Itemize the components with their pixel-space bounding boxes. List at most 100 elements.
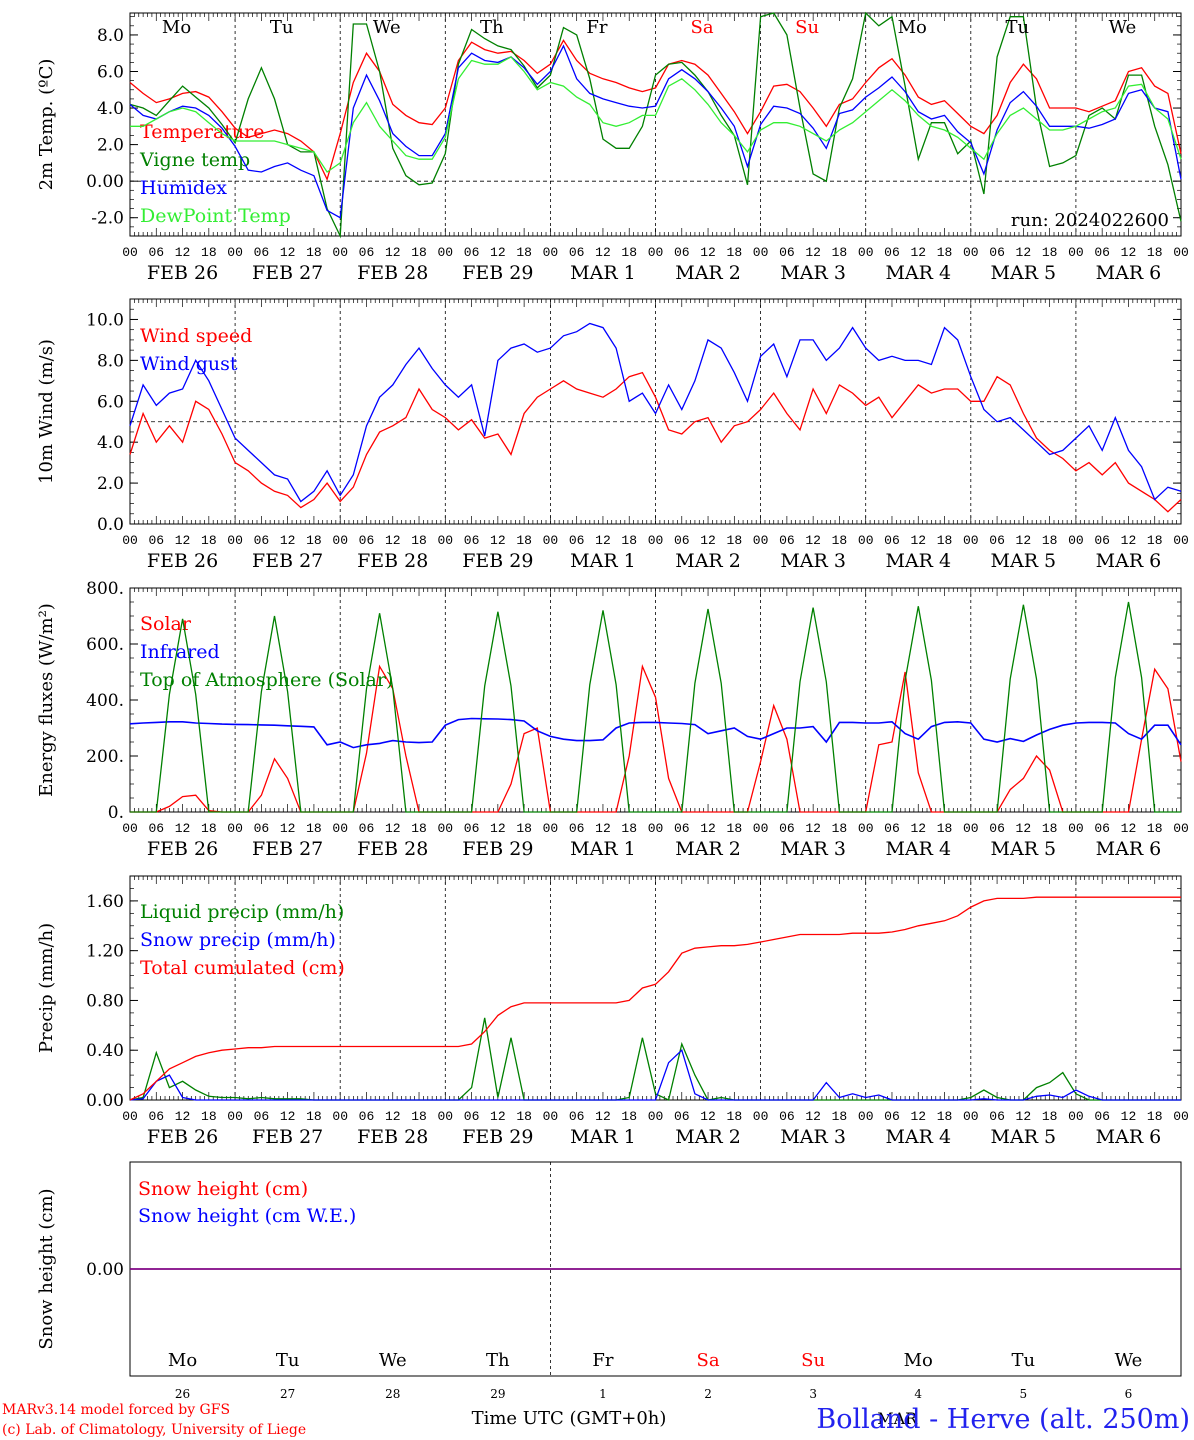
date-label: MAR 1	[570, 550, 636, 572]
hour-label: 00	[1068, 821, 1084, 836]
series-line	[130, 601, 1181, 813]
hour-label: 12	[1016, 533, 1032, 548]
date-label: MAR 6	[1096, 1126, 1162, 1148]
y-tick-label: 600.	[86, 635, 124, 655]
hour-label: 12	[490, 1109, 506, 1124]
date-label: MAR 5	[991, 1126, 1057, 1148]
series-line	[129, 11, 1182, 239]
hour-label: 00	[332, 821, 348, 836]
date-label: FEB 28	[357, 550, 428, 572]
hour-label: 06	[674, 245, 690, 260]
hour-label: 06	[148, 533, 164, 548]
hour-label: 18	[1147, 1109, 1163, 1124]
weekday-label: Mo	[162, 17, 191, 38]
hour-label: 12	[1121, 821, 1137, 836]
hour-label: 06	[884, 533, 900, 548]
y-tick-label: 0.0	[97, 515, 124, 535]
hour-label: 00	[332, 533, 348, 548]
legend-entry: Top of Atmosphere (Solar)	[140, 669, 393, 691]
hour-label: 18	[727, 533, 743, 548]
date-label: FEB 27	[252, 1126, 323, 1148]
date-label: MAR 5	[991, 550, 1057, 572]
hour-label: 18	[1147, 821, 1163, 836]
hour-label: 00	[858, 533, 874, 548]
hour-label: 18	[306, 821, 322, 836]
hour-label: 06	[779, 533, 795, 548]
date-label: FEB 29	[462, 1126, 533, 1148]
hour-label: 00	[227, 821, 243, 836]
hour-label: 18	[516, 821, 532, 836]
date-label: FEB 29	[462, 550, 533, 572]
day-number: 1	[599, 1387, 607, 1401]
hour-label: 06	[148, 1109, 164, 1124]
hour-label: 00	[963, 821, 979, 836]
day-number: 28	[385, 1387, 400, 1401]
hour-label: 06	[1094, 245, 1110, 260]
y-tick-label: 200.	[86, 747, 124, 767]
hour-label: 00	[753, 1109, 769, 1124]
hour-label: 06	[674, 533, 690, 548]
time-axis-label: Time UTC (GMT+0h)	[472, 1408, 667, 1429]
panel-5: 0.00 Snow height (cm) Snow height (cm) Snow…	[36, 1161, 1182, 1428]
hour-label: 06	[884, 821, 900, 836]
hour-label: 18	[832, 821, 848, 836]
hour-label: 00	[543, 821, 559, 836]
hour-label: 12	[595, 1109, 611, 1124]
hour-label: 12	[280, 245, 296, 260]
hour-label: 00	[648, 1109, 664, 1124]
hour-label: 06	[569, 1109, 585, 1124]
hour-label: 00	[648, 245, 664, 260]
weekday-label: We	[379, 1350, 407, 1371]
hour-label: 00	[332, 1109, 348, 1124]
hour-label: 06	[464, 1109, 480, 1124]
date-label: MAR 5	[991, 262, 1057, 284]
hour-label: 00	[858, 245, 874, 260]
hour-label: 12	[385, 1109, 401, 1124]
weekday-label: Fr	[592, 1350, 613, 1371]
date-label: FEB 29	[462, 838, 533, 860]
hour-label: 12	[490, 533, 506, 548]
weekday-label: We	[1115, 1350, 1143, 1371]
date-label: MAR 6	[1096, 262, 1162, 284]
hour-label: 18	[201, 821, 217, 836]
hour-label: 06	[884, 245, 900, 260]
hour-label: 12	[175, 821, 191, 836]
hour-label: 18	[516, 533, 532, 548]
hour-label: 18	[201, 1109, 217, 1124]
hour-label: 00	[963, 533, 979, 548]
hour-label: 12	[1121, 245, 1137, 260]
y-axis-label: Precip (mm/h)	[36, 923, 57, 1053]
day-number: 5	[1020, 1387, 1028, 1401]
hour-label: 00	[227, 1109, 243, 1124]
y-axis-label: Snow height (cm)	[36, 1188, 57, 1349]
hour-label: 06	[148, 245, 164, 260]
hour-label: 18	[832, 245, 848, 260]
hour-label: 18	[621, 245, 637, 260]
date-label: FEB 26	[147, 550, 218, 572]
day-number: 2	[704, 1387, 712, 1401]
hour-label: 06	[148, 821, 164, 836]
date-label: FEB 28	[357, 1126, 428, 1148]
date-label: MAR 5	[991, 838, 1057, 860]
hour-label: 18	[1147, 533, 1163, 548]
date-label: FEB 27	[252, 262, 323, 284]
hour-label: 12	[805, 1109, 821, 1124]
hour-label: 12	[805, 533, 821, 548]
y-tick-label: 6.0	[97, 62, 124, 82]
hour-label: 18	[306, 1109, 322, 1124]
hour-label: 06	[1094, 821, 1110, 836]
hour-label: 00	[543, 1109, 559, 1124]
hour-label: 18	[411, 245, 427, 260]
legend-entry: Solar	[140, 613, 192, 635]
hour-label: 18	[832, 533, 848, 548]
date-label: MAR 3	[780, 1126, 846, 1148]
weekday-label: Tu	[270, 17, 294, 38]
hour-label: 00	[543, 245, 559, 260]
hour-label: 12	[910, 245, 926, 260]
day-number: 26	[175, 1387, 190, 1401]
y-tick-label: 4.0	[97, 433, 124, 453]
day-number: 27	[280, 1387, 295, 1401]
y-tick-label: 0.	[108, 803, 124, 823]
date-label: MAR 6	[1096, 838, 1162, 860]
hour-label: 06	[989, 245, 1005, 260]
